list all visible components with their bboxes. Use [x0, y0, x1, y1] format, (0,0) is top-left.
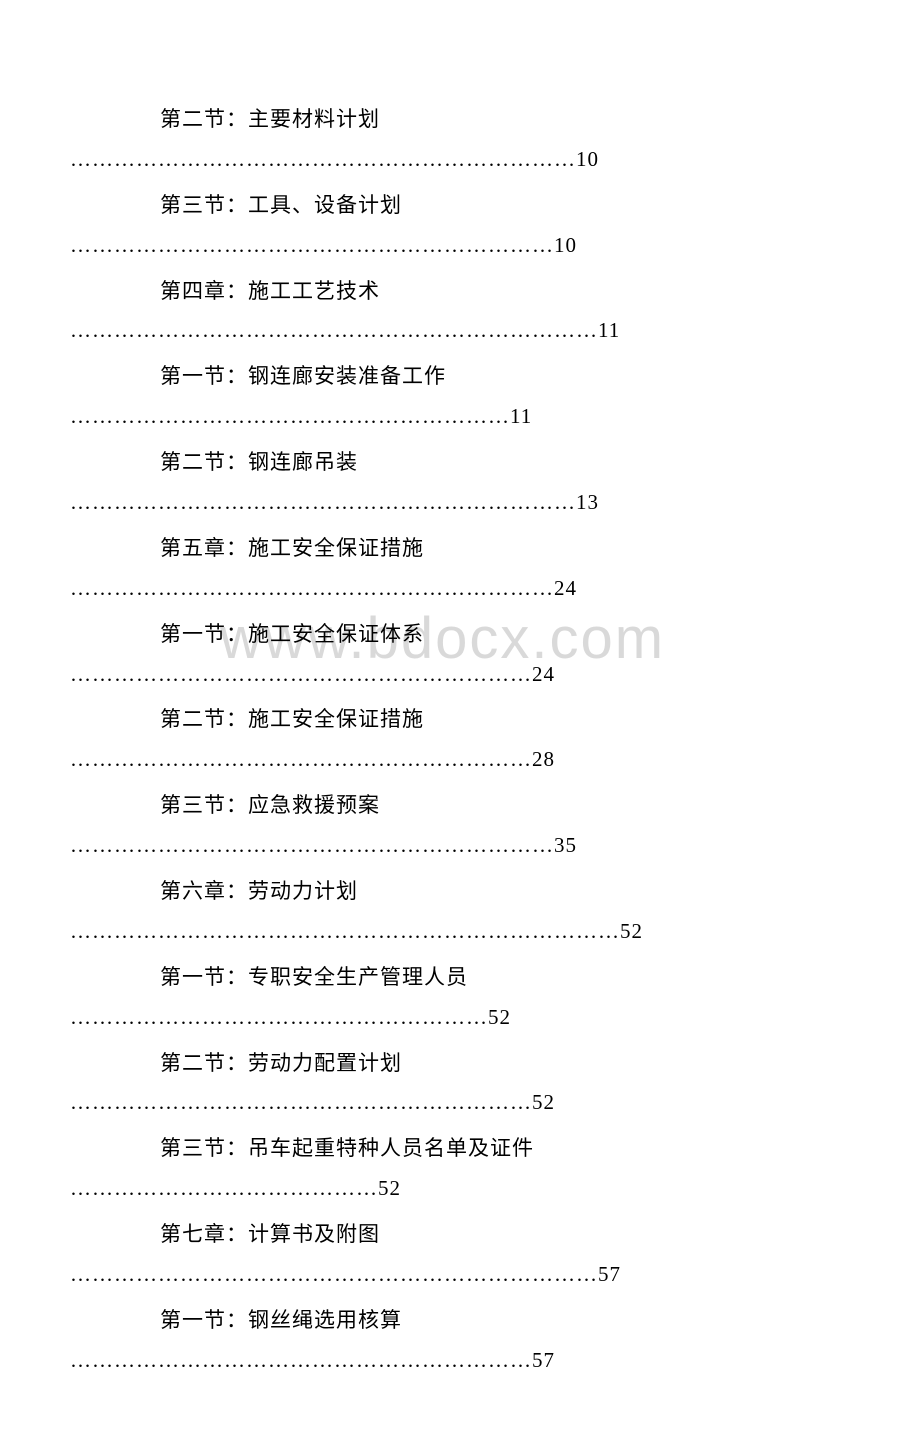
toc-title: 第二节：劳动力配置计划 — [70, 1044, 850, 1084]
toc-leader: ………………………………………………………28 — [70, 740, 850, 780]
toc-entry: 第二节：劳动力配置计划………………………………………………………52 — [70, 1044, 850, 1124]
toc-entry: 第一节：钢连廊安装准备工作……………………………………………………11 — [70, 357, 850, 437]
toc-entry: 第五章：施工安全保证措施…………………………………………………………24 — [70, 529, 850, 609]
toc-leader: ……………………………………………………………13 — [70, 483, 850, 523]
toc-entry: 第二节：施工安全保证措施………………………………………………………28 — [70, 700, 850, 780]
toc-entry: 第六章：劳动力计划…………………………………………………………………52 — [70, 872, 850, 952]
toc-entry: 第一节：专职安全生产管理人员…………………………………………………52 — [70, 958, 850, 1038]
toc-leader: ………………………………………………………52 — [70, 1083, 850, 1123]
toc-entry: 第三节：吊车起重特种人员名单及证件……………………………………52 — [70, 1129, 850, 1209]
toc-entry: 第二节：钢连廊吊装……………………………………………………………13 — [70, 443, 850, 523]
toc-title: 第三节：工具、设备计划 — [70, 186, 850, 226]
toc-title: 第二节：钢连廊吊装 — [70, 443, 850, 483]
toc-leader: …………………………………………………………10 — [70, 226, 850, 266]
toc-leader: ……………………………………………………11 — [70, 397, 850, 437]
toc-entry: 第七章：计算书及附图………………………………………………………………57 — [70, 1215, 850, 1295]
toc-entry: 第二节：主要材料计划……………………………………………………………10 — [70, 100, 850, 180]
toc-title: 第三节：吊车起重特种人员名单及证件 — [70, 1129, 850, 1169]
toc-leader: ………………………………………………………………57 — [70, 1255, 850, 1295]
toc-leader: …………………………………………………………35 — [70, 826, 850, 866]
toc-leader: ………………………………………………………24 — [70, 655, 850, 695]
toc-title: 第一节：钢丝绳选用核算 — [70, 1301, 850, 1341]
toc-entry: 第一节：施工安全保证体系………………………………………………………24 — [70, 615, 850, 695]
toc-title: 第一节：施工安全保证体系 — [70, 615, 850, 655]
toc-title: 第一节：专职安全生产管理人员 — [70, 958, 850, 998]
toc-leader: ……………………………………………………………10 — [70, 140, 850, 180]
toc-entry: 第三节：工具、设备计划…………………………………………………………10 — [70, 186, 850, 266]
toc-entry: 第一节：钢丝绳选用核算………………………………………………………57 — [70, 1301, 850, 1381]
toc-title: 第二节：施工安全保证措施 — [70, 700, 850, 740]
toc-leader: ……………………………………52 — [70, 1169, 850, 1209]
toc-leader: …………………………………………………52 — [70, 998, 850, 1038]
toc-leader: …………………………………………………………24 — [70, 569, 850, 609]
toc-title: 第六章：劳动力计划 — [70, 872, 850, 912]
toc-leader: …………………………………………………………………52 — [70, 912, 850, 952]
toc-title: 第五章：施工安全保证措施 — [70, 529, 850, 569]
document-page: 第二节：主要材料计划……………………………………………………………10第三节：工… — [0, 0, 920, 1447]
toc-leader: ………………………………………………………57 — [70, 1341, 850, 1381]
toc-title: 第一节：钢连廊安装准备工作 — [70, 357, 850, 397]
toc-title: 第三节：应急救援预案 — [70, 786, 850, 826]
table-of-contents: 第二节：主要材料计划……………………………………………………………10第三节：工… — [70, 100, 850, 1381]
toc-title: 第四章：施工工艺技术 — [70, 272, 850, 312]
toc-entry: 第三节：应急救援预案…………………………………………………………35 — [70, 786, 850, 866]
toc-title: 第七章：计算书及附图 — [70, 1215, 850, 1255]
toc-leader: ………………………………………………………………11 — [70, 311, 850, 351]
toc-entry: 第四章：施工工艺技术………………………………………………………………11 — [70, 272, 850, 352]
toc-title: 第二节：主要材料计划 — [70, 100, 850, 140]
